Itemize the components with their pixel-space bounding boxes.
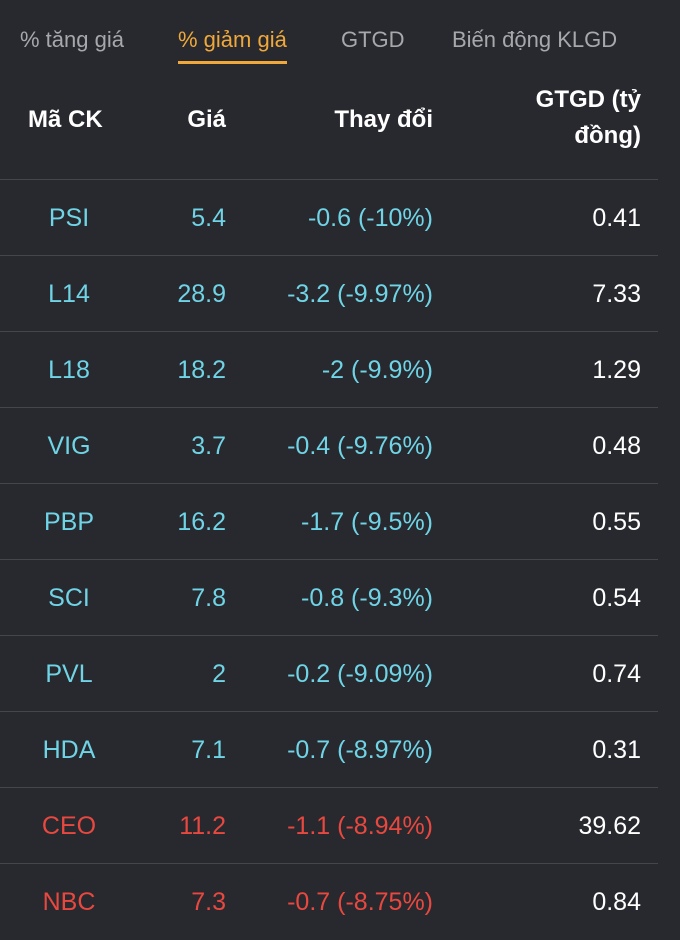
header-trading-value: GTGD (tỷ đồng) [451,82,641,154]
stock-change: -0.4 (-9.76%) [287,432,433,460]
stock-change: -2 (-9.9%) [321,356,433,384]
stock-code: PSI [48,204,90,232]
tab-volume-change[interactable]: Biến động KLGD [452,26,617,54]
tab-trading-value[interactable]: GTGD [341,26,405,54]
stock-trading-value: 7.33 [592,280,641,308]
stock-change: -0.8 (-9.3%) [301,584,433,612]
table-header: Mã CK Giá Thay đổi GTGD (tỷ đồng) [0,76,658,180]
table-row[interactable]: NBC 7.3 -0.7 (-8.75%) 0.84 [0,864,658,940]
tab-label: GTGD [341,27,405,52]
stock-code: HDA [42,736,96,764]
tab-top-losers[interactable]: % giảm giá [178,26,287,64]
header-trading-value-line1: GTGD (tỷ [535,86,641,113]
stock-price: 2 [212,660,226,688]
table-row[interactable]: VIG 3.7 -0.4 (-9.76%) 0.48 [0,408,658,484]
table-row[interactable]: L14 28.9 -3.2 (-9.97%) 7.33 [0,256,658,332]
stock-price: 18.2 [177,356,226,384]
active-tab-indicator [178,61,287,64]
header-code: Mã CK [28,106,103,133]
stock-trading-value: 0.41 [592,204,641,232]
header-price: Giá [187,106,226,133]
stock-code: SCI [48,584,90,612]
tab-top-gainers[interactable]: % tăng giá [20,26,124,54]
tab-bar: % tăng giá % giảm giá GTGD Biến động KLG… [0,0,680,64]
table-row[interactable]: CEO 11.2 -1.1 (-8.94%) 39.62 [0,788,658,864]
stock-price: 28.9 [177,280,226,308]
stock-price: 7.8 [191,584,226,612]
stock-change: -0.7 (-8.75%) [287,888,433,916]
stock-change: -0.7 (-8.97%) [287,736,433,764]
stock-price: 7.3 [191,888,226,916]
stock-trading-value: 0.74 [592,660,641,688]
table-row[interactable]: PBP 16.2 -1.7 (-9.5%) 0.55 [0,484,658,560]
stock-trading-value: 1.29 [592,356,641,384]
stock-code: CEO [41,812,97,840]
table-row[interactable]: SCI 7.8 -0.8 (-9.3%) 0.54 [0,560,658,636]
stock-change: -1.1 (-8.94%) [287,812,433,840]
stock-code: L18 [48,356,90,384]
stock-change: -0.6 (-10%) [307,204,433,232]
stock-trading-value: 0.55 [592,508,641,536]
stock-code: NBC [42,888,96,916]
stock-price: 7.1 [191,736,226,764]
stock-trading-value: 0.54 [592,584,641,612]
header-change: Thay đổi [334,106,433,133]
stock-trading-value: 0.48 [592,432,641,460]
stock-list: PSI 5.4 -0.6 (-10%) 0.41 L14 28.9 -3.2 (-9.97%… [0,180,658,940]
stock-price: 16.2 [177,508,226,536]
tab-label: Biến động KLGD [452,27,618,52]
stock-trading-value: 0.31 [592,736,641,764]
tab-label: % tăng giá [20,27,124,52]
stock-trading-value: 0.84 [592,888,641,916]
stock-price: 11.2 [179,812,226,840]
stock-price: 3.7 [191,432,226,460]
stock-change: -1.7 (-9.5%) [301,508,433,536]
stock-change: -0.2 (-9.09%) [287,660,433,688]
stock-price: 5.4 [191,204,226,232]
tab-label: % giảm giá [178,27,287,52]
stock-trading-value: 39.62 [578,812,641,840]
stock-change: -3.2 (-9.97%) [287,280,433,308]
stock-code: PBP [43,508,95,536]
header-trading-value-line2: đồng) [574,122,641,149]
table-row[interactable]: L18 18.2 -2 (-9.9%) 1.29 [0,332,658,408]
table-row[interactable]: PVL 2 -0.2 (-9.09%) 0.74 [0,636,658,712]
stock-code: VIG [47,432,91,460]
table-row[interactable]: PSI 5.4 -0.6 (-10%) 0.41 [0,180,658,256]
stock-code: L14 [48,280,90,308]
stock-code: PVL [45,660,93,688]
table-row[interactable]: HDA 7.1 -0.7 (-8.97%) 0.31 [0,712,658,788]
